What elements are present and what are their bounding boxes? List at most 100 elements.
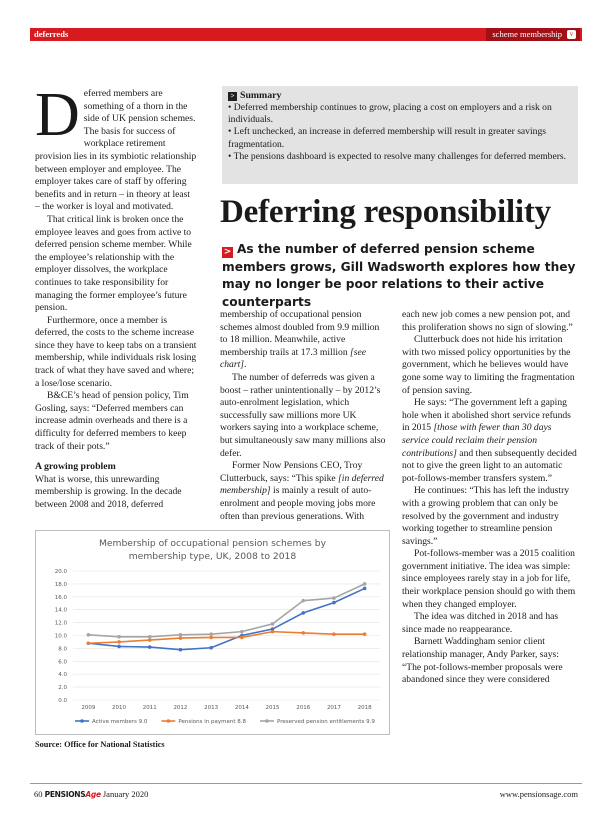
data-point: [147, 645, 152, 649]
article-title: Deferring responsibility: [220, 194, 551, 230]
text-run: eferred members are something of a thorn…: [35, 88, 197, 213]
section-label: deferreds: [34, 29, 69, 39]
legend-label: Pensions in payment 8.8: [178, 719, 246, 725]
data-point: [147, 634, 152, 639]
data-point: [209, 632, 213, 637]
summary-box: > Summary • Deferred membership continues…: [222, 86, 578, 184]
source-note: Source: Office for National Statistics: [35, 740, 165, 749]
summary-list: • Deferred membership continues to grow,…: [228, 102, 572, 163]
data-point: [362, 582, 367, 586]
paragraph: Furthermore, once a member is deferred, …: [35, 315, 197, 391]
column: membership of occupational pension schem…: [220, 309, 388, 523]
x-tick-label: 2015: [266, 705, 280, 711]
text-run: What is worse, this unrewarding membersh…: [35, 473, 182, 510]
italic-run: [see chart]: [220, 346, 367, 371]
footer-left: 60 PENSIONSAge January 2020: [34, 789, 148, 799]
y-tick-label: 0.0: [58, 698, 67, 704]
text-run: The number of deferreds was given a boos…: [220, 371, 386, 459]
data-point: [301, 598, 306, 603]
text-run: each new job comes a new pension pot, an…: [402, 309, 573, 333]
data-point: [117, 634, 121, 639]
data-point: [332, 600, 336, 605]
x-tick-label: 2009: [81, 705, 95, 711]
header-bar: [30, 28, 582, 41]
data-point: [240, 629, 244, 634]
summary-item: • Deferred membership continues to grow,…: [228, 102, 552, 126]
summary-item-text: The pensions dashboard is expected to re…: [233, 150, 567, 162]
paragraph: membership of occupational pension schem…: [220, 309, 388, 372]
x-tick-label: 2018: [358, 705, 372, 711]
text-run: He continues: “This has left the industr…: [402, 485, 570, 547]
paragraph: That critical link is broken once the em…: [35, 214, 197, 315]
y-tick-label: 18.0: [55, 582, 68, 588]
arrow-icon: >: [222, 247, 233, 258]
footer-rule: [30, 783, 582, 784]
text-run: Pot-follows-member was a 2015 coalition …: [402, 548, 576, 610]
data-point: [332, 632, 336, 637]
data-point: [178, 633, 183, 637]
logo-age: Age: [85, 790, 101, 799]
text-run: membership of occupational pension schem…: [220, 309, 380, 358]
series-line: [88, 583, 365, 638]
x-tick-label: 2010: [112, 705, 126, 711]
italic-run: [those with fewer than 30 days service c…: [402, 422, 552, 459]
legend-marker: [166, 719, 171, 723]
chart-title: Membership of occupational pension schem…: [98, 538, 327, 562]
arrow-icon: >: [228, 92, 237, 101]
column: each new job comes a new pension pot, an…: [402, 309, 578, 687]
x-tick-label: 2012: [173, 705, 187, 711]
standfirst-text: As the number of deferred pension scheme…: [222, 242, 576, 309]
paragraph: Former Now Pensions CEO, Troy Clutterbuc…: [220, 460, 388, 523]
legend-label: Preserved pension entitlements 9.9: [277, 719, 375, 725]
section-tag: scheme membership v: [486, 28, 580, 41]
x-tick-label: 2011: [143, 705, 157, 711]
data-point: [147, 638, 152, 642]
text-run: He says: “The government left a gaping h…: [402, 397, 571, 434]
chevron-icon: v: [567, 30, 576, 39]
data-point: [332, 596, 336, 600]
y-tick-label: 14.0: [55, 608, 68, 614]
data-point: [270, 622, 275, 626]
text-run: is mainly a result of auto-enrolment and…: [220, 485, 376, 522]
paragraph: The number of deferreds was given a boos…: [220, 372, 388, 460]
summary-item-text: Deferred membership continues to grow, p…: [228, 102, 552, 126]
x-tick-label: 2016: [296, 705, 310, 711]
data-point: [117, 640, 121, 644]
data-point: [209, 645, 213, 650]
text-run: That critical link is broken once the em…: [35, 213, 192, 314]
drop-cap: D: [35, 81, 80, 149]
paragraph: Clutterbuck does not hide his irritation…: [402, 334, 578, 397]
data-point: [86, 633, 91, 637]
data-point: [362, 632, 367, 637]
data-point: [270, 629, 275, 634]
data-point: [301, 631, 306, 635]
paragraph: Pot-follows-member was a 2015 coalition …: [402, 548, 578, 611]
text-run: .: [243, 359, 247, 371]
paragraph: The idea was ditched in 2018 and has sin…: [402, 611, 578, 636]
section-tag-text: scheme membership: [492, 29, 562, 39]
data-point: [178, 647, 183, 652]
data-point: [178, 636, 183, 640]
chart-frame: [35, 530, 390, 735]
legend-marker: [265, 719, 269, 723]
paragraph: each new job comes a new pension pot, an…: [402, 309, 578, 334]
summary-item-text: Left unchecked, an increase in deferred …: [228, 126, 546, 150]
standfirst: > As the number of deferred pension schem…: [222, 241, 580, 311]
data-point: [86, 641, 91, 646]
paragraph: He says: “The government left a gaping h…: [402, 397, 578, 485]
summary-heading: > Summary: [228, 90, 572, 101]
text-run: Clutterbuck does not hide his irritation…: [402, 334, 575, 396]
text-run: Former Now Pensions CEO, Troy Clutterbuc…: [220, 460, 363, 484]
x-tick-label: 2017: [327, 705, 341, 711]
y-tick-label: 12.0: [55, 621, 68, 627]
x-tick-label: 2013: [204, 705, 218, 711]
data-point: [301, 611, 306, 615]
text-run: and then subsequently decided not to giv…: [402, 447, 577, 484]
italic-run: [in deferred membership]: [220, 472, 384, 497]
issue-date: January 2020: [102, 789, 149, 799]
series-line: [88, 587, 365, 651]
paragraph: He continues: “This has left the industr…: [402, 485, 578, 548]
data-point: [362, 586, 367, 591]
